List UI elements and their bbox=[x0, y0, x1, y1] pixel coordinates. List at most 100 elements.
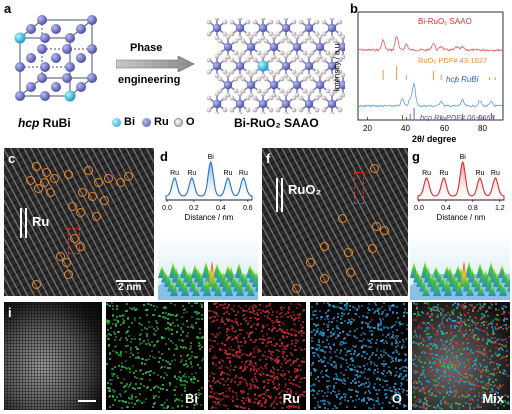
svg-text:Ru: Ru bbox=[223, 170, 232, 177]
bi-atom-marker bbox=[40, 178, 49, 187]
scalebar-i bbox=[78, 400, 96, 402]
bi-atom-marker bbox=[78, 188, 87, 197]
bi-atom-marker bbox=[92, 212, 101, 221]
bi-atom-marker bbox=[56, 252, 65, 261]
hrtem-image-c: c Ru 2 nm bbox=[4, 148, 154, 296]
eds-map-o-label: O bbox=[391, 391, 402, 406]
haadf-texture bbox=[4, 302, 102, 410]
haadf-image-i: i bbox=[4, 302, 102, 410]
bi-atom-marker bbox=[70, 234, 79, 243]
eds-map-o: O bbox=[310, 302, 408, 410]
bi-atom-marker bbox=[62, 258, 71, 267]
bi-atom-marker bbox=[368, 244, 377, 253]
svg-text:Ru: Ru bbox=[170, 170, 179, 177]
bi-atom-marker bbox=[68, 202, 77, 211]
bi-atom-marker bbox=[50, 174, 59, 183]
panel-label-c: c bbox=[8, 151, 16, 166]
bi-atom-marker bbox=[46, 188, 55, 197]
hcp-rubi-crystal-model bbox=[14, 15, 97, 102]
intensity-surface-h bbox=[410, 234, 510, 300]
bi-atom-marker bbox=[346, 268, 355, 277]
svg-text:Ru: Ru bbox=[187, 170, 196, 177]
xrd-trace1-label: Bi-RuO₂ SAAO bbox=[418, 17, 472, 26]
svg-text:Bi: Bi bbox=[460, 154, 467, 161]
scalebar-label-c: 2 nm bbox=[118, 282, 142, 293]
panel-label-d: d bbox=[160, 149, 168, 164]
svg-text:Ru: Ru bbox=[422, 170, 431, 177]
bi-atom-marker bbox=[32, 280, 41, 289]
panel-label-i: i bbox=[8, 305, 12, 320]
bi-atom-marker bbox=[380, 226, 389, 235]
xrd-tick-80: 80 bbox=[478, 124, 487, 133]
bi-atom-marker bbox=[94, 178, 103, 187]
xrd-trace2-label: hcp RuBi bbox=[446, 75, 479, 84]
eds-map-ru: Ru bbox=[208, 302, 306, 410]
bi-atom-marker bbox=[76, 208, 85, 217]
scalebar-c bbox=[116, 280, 146, 282]
svg-text:Ru: Ru bbox=[239, 170, 248, 177]
svg-text:Bi: Bi bbox=[208, 154, 215, 161]
bi-legend-icon bbox=[112, 118, 121, 127]
bi-atom-marker bbox=[338, 214, 347, 223]
lattice-marker-f1 bbox=[276, 178, 278, 212]
phase-engineering-arrow-icon bbox=[116, 56, 195, 72]
arrow-label-engineering: engineering bbox=[118, 74, 181, 86]
ruo2-label-f: RuO₂ bbox=[288, 182, 322, 197]
bi-atom-marker bbox=[320, 242, 329, 251]
svg-text:0.8: 0.8 bbox=[468, 205, 478, 212]
ru-legend-icon bbox=[142, 118, 151, 127]
hcp-rubi-label: hcp RuBi bbox=[18, 116, 71, 130]
bi-atom-marker bbox=[370, 164, 379, 173]
atom-legend: Bi Ru O bbox=[112, 116, 212, 130]
xrd-tick-20: 20 bbox=[363, 124, 372, 133]
xrd-tick-60: 60 bbox=[440, 124, 449, 133]
svg-text:Distance / nm: Distance / nm bbox=[437, 213, 486, 222]
eds-map-bi-label: Bi bbox=[185, 391, 198, 406]
svg-text:1.2: 1.2 bbox=[495, 205, 505, 212]
panel-label-b: b bbox=[350, 1, 358, 16]
svg-text:0.6: 0.6 bbox=[243, 205, 253, 212]
bi-atom-marker bbox=[88, 192, 97, 201]
bi-atom-marker bbox=[34, 184, 43, 193]
bi-atom-marker bbox=[64, 270, 73, 279]
xrd-xlabel: 2θ/ degree bbox=[412, 134, 457, 144]
lattice-marker-c2 bbox=[25, 208, 27, 238]
xrd-plot bbox=[357, 11, 504, 121]
svg-text:0.0: 0.0 bbox=[414, 205, 424, 212]
svg-text:0.4: 0.4 bbox=[216, 205, 226, 212]
bi-atom-marker bbox=[292, 284, 301, 293]
arrow-label-phase: Phase bbox=[130, 42, 163, 54]
svg-text:0.0: 0.0 bbox=[162, 205, 172, 212]
bi-atom-marker bbox=[76, 242, 85, 251]
bi-atom-marker bbox=[320, 274, 329, 283]
scalebar-label-f: 2 nm bbox=[368, 282, 392, 293]
bi-atom-marker bbox=[84, 166, 93, 175]
bi-legend-label: Bi bbox=[124, 116, 135, 128]
eds-map-mix-label: Mix bbox=[482, 391, 504, 406]
xrd-tick-40: 40 bbox=[401, 124, 410, 133]
line-profile-plot-g: 0.0 0.4 0.8 1.2 Distance / nm Ru Ru Bi Ru Ru bbox=[414, 154, 505, 222]
bi-atom-marker bbox=[64, 170, 73, 179]
line-profile-box-f bbox=[354, 172, 364, 204]
scalebar-f bbox=[370, 280, 402, 282]
ru-label-c: Ru bbox=[32, 214, 50, 229]
bi-atom-marker bbox=[344, 248, 353, 257]
ru-legend-label: Ru bbox=[154, 116, 169, 128]
intensity-surface-e bbox=[158, 234, 258, 300]
eds-map-bi: Bi bbox=[106, 302, 204, 410]
lattice-marker-c1 bbox=[20, 208, 22, 238]
svg-text:0.4: 0.4 bbox=[441, 205, 451, 212]
o-legend-icon bbox=[174, 118, 183, 127]
o-legend-label: O bbox=[186, 116, 195, 128]
bi-atom-marker bbox=[104, 174, 113, 183]
svg-text:Ru: Ru bbox=[491, 170, 500, 177]
line-profile-plot-d: 0.0 0.2 0.4 0.6 Distance / nm Ru Ru Bi Ru Ru bbox=[162, 154, 253, 222]
panel-label-g: g bbox=[412, 149, 420, 164]
svg-text:0.2: 0.2 bbox=[189, 205, 199, 212]
bi-ruo2-crystal-model bbox=[206, 18, 345, 114]
xrd-ref1-label: RuO₂ PDF# 43-1027 bbox=[418, 56, 488, 65]
xrd-ylabel: Intensity / a.u. bbox=[332, 41, 342, 92]
hrtem-image-f: f RuO₂ 2 nm bbox=[262, 148, 408, 296]
bi-atom-marker bbox=[306, 258, 315, 267]
eds-map-ru-label: Ru bbox=[282, 391, 300, 406]
